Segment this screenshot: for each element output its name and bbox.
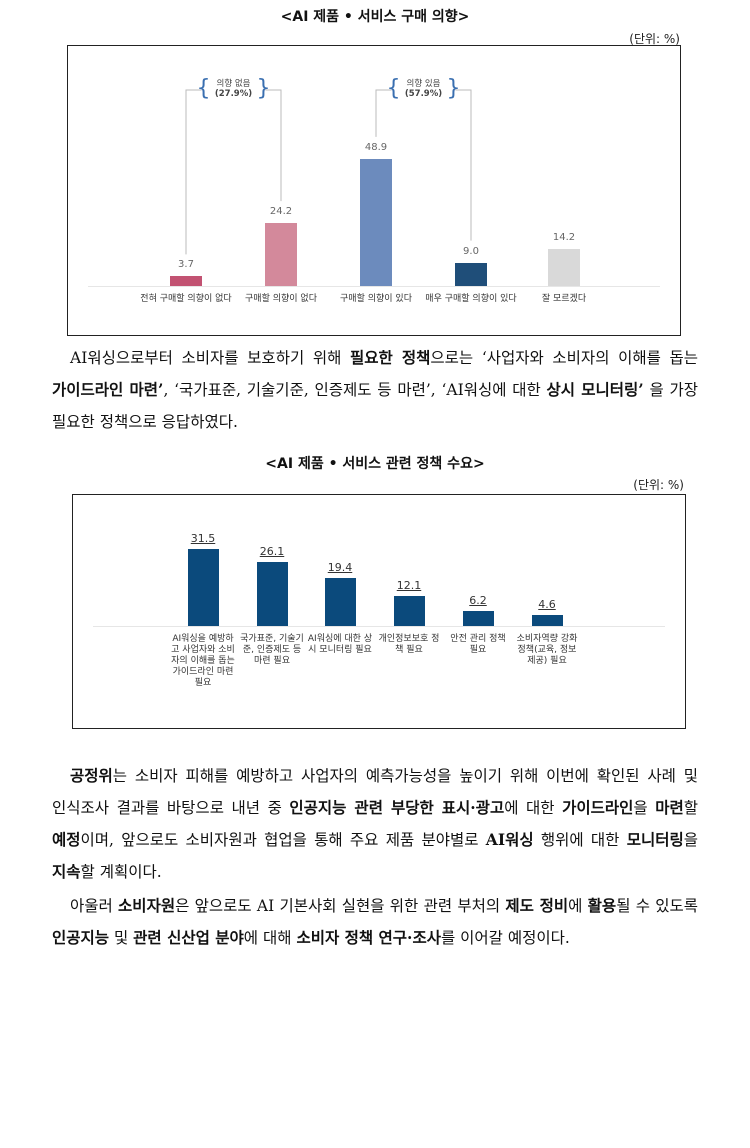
bar: [170, 276, 202, 286]
category-label: 구매할 의향이 있다: [340, 294, 412, 304]
chart-title: <AI 제품 • 서비스 관련 정책 수요>: [265, 456, 485, 472]
category-label: 매우 구매할 의향이 있다: [425, 294, 517, 304]
text: 아울러: [70, 897, 119, 915]
category-label: 전혀 구매할 의향이 없다: [140, 294, 232, 304]
unit-label: (단위: %): [633, 478, 684, 492]
bracket: [375, 89, 392, 137]
annotation: 의향 있음: [406, 79, 441, 89]
bar: [265, 223, 297, 286]
category-label: 개인정보보호 정책 필요: [378, 634, 440, 655]
value-label: 12.1: [396, 579, 422, 593]
text: 을: [633, 799, 656, 817]
value-label: 3.7: [178, 259, 194, 271]
annotation: 의향 없음: [216, 79, 251, 89]
bold-text: 활용: [587, 896, 617, 915]
bold-text: 제도 정비: [505, 896, 569, 915]
value-label: 9.0: [463, 245, 479, 257]
bar: [393, 596, 425, 626]
bar: [548, 249, 580, 286]
category-label: 소비자역량 강화 정책(교육, 정보 제공) 필요: [516, 634, 578, 666]
value-label: 19.4: [327, 561, 353, 575]
annotation-note: (27.9%): [214, 89, 253, 99]
bar: [531, 614, 563, 626]
bracket: [455, 89, 472, 241]
bold-text: 인공지능 관련 부당한 표시·광고: [289, 798, 505, 817]
unit-label: (단위: %): [629, 32, 680, 46]
bar: [455, 262, 487, 286]
bracket-brace: }: [257, 76, 271, 101]
value-label: 24.2: [269, 206, 293, 218]
category-label: 잘 모르겠다: [541, 294, 587, 304]
text: 을: [683, 831, 698, 849]
category-label: 안전 관리 정책 필요: [450, 634, 506, 655]
value-label: 48.9: [364, 141, 388, 153]
bold-text: 마련: [655, 798, 684, 817]
chart-box: 31.5 AI워싱을 예방하고 사업자와 소비자의 이해를 돕는 가이드라인 마련…: [72, 494, 686, 729]
bold-text: 관련 신산업 분야: [133, 928, 244, 947]
bar: [187, 548, 219, 626]
bold-text: 모니터링: [626, 830, 684, 849]
text: 이며, 앞으로도 소비자원과 협업을 통해 주요 제품 분야별로: [80, 831, 486, 849]
category-label: 국가표준, 기술기준, 인증제도 등 마련 필요: [240, 634, 304, 666]
text: , ‘국가표준, 기술기준, 인증제도 등 마련’, ‘AI워싱에 대한: [163, 381, 547, 399]
paragraph: 공정위는 소비자 피해를 예방하고 사업자의 예측가능성을 높이기 위해 이번에…: [52, 760, 698, 888]
bar: [256, 562, 288, 626]
text: 에 대한: [504, 799, 563, 817]
chart-box: {} {} 3.7 전혀 구매할 의향이 없다 24.2 구매할 의향이 없다 48.9 구매…: [67, 45, 681, 336]
bracket-brace: {: [197, 76, 211, 101]
text: AI워싱으로부터 소비자를 보호하기 위해: [70, 349, 350, 367]
chart-overlay: {} {}: [88, 76, 660, 287]
annotation-note: (57.9%): [404, 89, 443, 99]
bar: [324, 578, 356, 626]
category-label: AI워싱에 대한 상시 모니터링 필요: [307, 634, 373, 655]
value-label: 14.2: [552, 232, 576, 244]
bold-text: 인공지능: [52, 928, 110, 947]
category-label: 구매할 의향이 없다: [245, 294, 317, 304]
bold-text: 소비자 정책 연구·조사: [296, 928, 441, 947]
text: 으로는 ‘사업자와 소비자의 이해를 돕는: [430, 349, 699, 367]
value-label: 26.1: [259, 545, 285, 559]
bracket-brace: {: [387, 76, 401, 101]
bold-text: 필요한 정책: [350, 348, 431, 367]
text: 은 앞으로도 AI 기본사회 실현을 위한 관련 부처의: [175, 897, 506, 915]
paragraph: 아울러 소비자원은 앞으로도 AI 기본사회 실현을 위한 관련 부처의 제도 …: [52, 890, 698, 954]
bracket-brace: }: [447, 76, 461, 101]
text: 및: [109, 929, 134, 947]
bold-text: 상시 모니터링’: [546, 380, 644, 399]
bracket: [265, 89, 282, 202]
text: 할: [683, 799, 698, 817]
text: 는 소비자 피해를 예방하고 사업자의 예측가능성을 높이기 위해 이번에 확인…: [52, 767, 698, 817]
bracket: [185, 89, 202, 255]
text: 될 수 있도록: [616, 897, 698, 915]
bold-text: 예정: [52, 830, 81, 849]
text: 를 이어갈 예정이다.: [440, 929, 570, 947]
bar: [462, 610, 494, 626]
chart-title: <AI 제품 • 서비스 구매 의향>: [280, 9, 470, 25]
bold-text: 가이드라인 마련’: [52, 380, 164, 399]
value-label: 4.6: [538, 597, 556, 611]
bold-text: 지속: [52, 862, 81, 881]
paragraph: AI워싱으로부터 소비자를 보호하기 위해 필요한 정책으로는 ‘사업자와 소비…: [52, 342, 698, 438]
value-label: 6.2: [469, 593, 487, 607]
bold-text: 소비자원: [118, 896, 176, 915]
bold-text: 가이드라인: [562, 798, 634, 817]
text: 할 계획이다.: [80, 863, 162, 881]
bar: [360, 158, 392, 286]
text: 을 가장 필요한 정책으로 응답하였다.: [52, 381, 698, 431]
text: 에: [568, 897, 588, 915]
value-label: 31.5: [190, 531, 216, 545]
chart-overlay: [93, 626, 665, 627]
text: 행위에 대한: [533, 831, 627, 849]
bold-text: AI워싱: [485, 830, 534, 849]
category-label: AI워싱을 예방하고 사업자와 소비자의 이해를 돕는 가이드라인 마련 필요: [171, 634, 235, 688]
text: 에 대해: [243, 929, 297, 947]
bold-text: 공정위: [70, 766, 113, 785]
